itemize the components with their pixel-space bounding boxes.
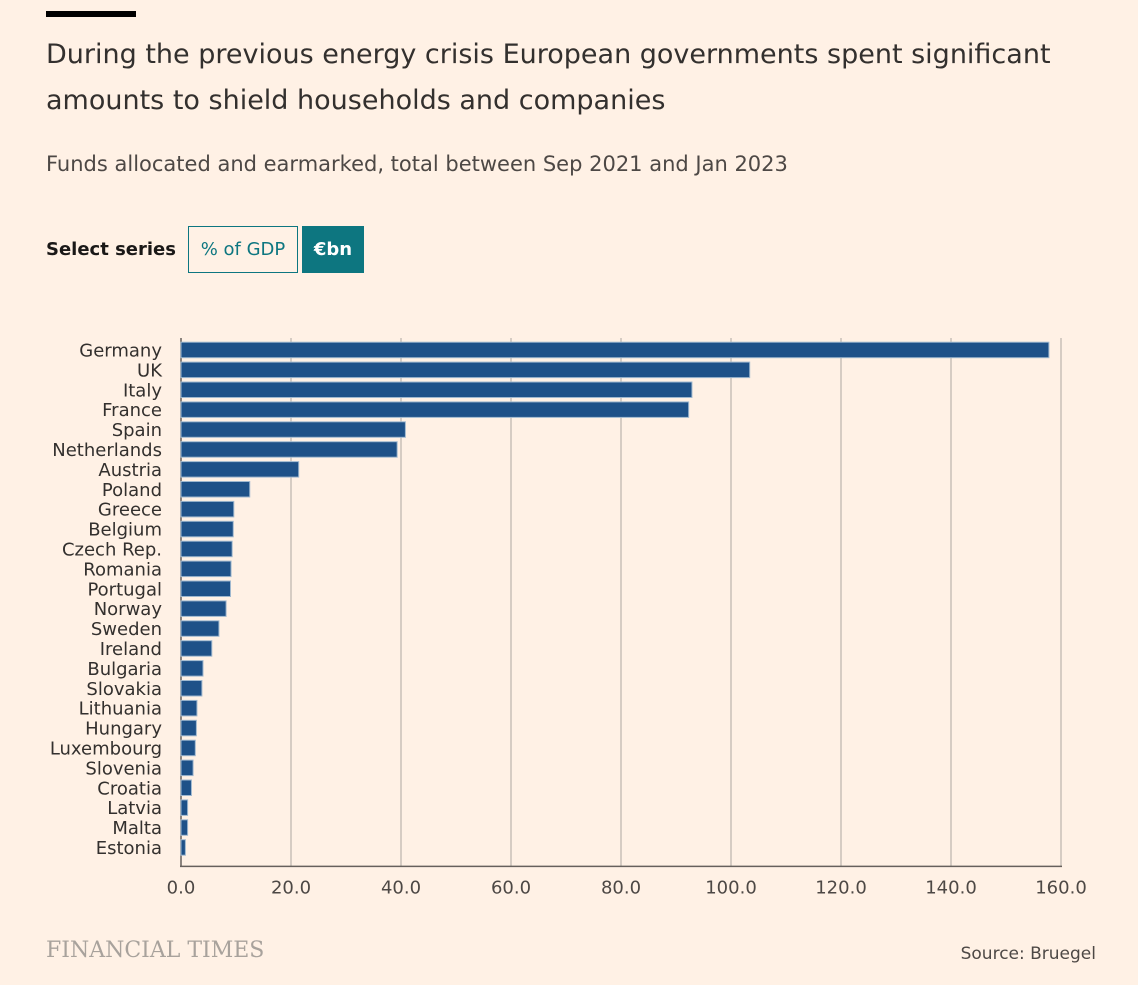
x-tick-label: 40.0: [381, 877, 421, 898]
bar-bulgaria: [180, 660, 204, 677]
bar-hungary: [180, 719, 197, 737]
bar-uk: [180, 361, 751, 379]
source-note: Source: Bruegel: [960, 944, 1096, 964]
bar-belgium: [180, 520, 234, 538]
bar-portugal: [180, 580, 231, 597]
category-label: Poland: [102, 480, 162, 501]
category-label: Portugal: [87, 579, 162, 600]
category-label: Croatia: [97, 778, 162, 799]
category-label: Netherlands: [52, 440, 162, 461]
bar-croatia: [180, 779, 192, 796]
bar-malta: [180, 819, 189, 836]
category-label: Italy: [123, 380, 162, 401]
x-tick-label: 160.0: [1035, 877, 1087, 898]
category-label: Sweden: [91, 619, 162, 640]
bar-germany: [180, 341, 1050, 359]
bar-poland: [180, 481, 251, 498]
category-label: Austria: [98, 460, 162, 481]
ft-logo: FINANCIAL TIMES: [46, 938, 265, 963]
category-label: Slovakia: [86, 679, 162, 700]
bar-czech-rep: [180, 540, 233, 558]
x-tick-labels: 0.0 20.0 40.0 60.0 80.0 100.0 120.0 140.0 160.0: [167, 877, 1087, 898]
category-label: Norway: [94, 599, 163, 620]
x-tick-label: 0.0: [167, 877, 196, 898]
x-tick-label: 20.0: [271, 877, 311, 898]
bar-norway: [180, 600, 227, 617]
bar-netherlands: [180, 441, 398, 458]
category-label: Hungary: [85, 719, 162, 740]
x-tick-label: 60.0: [491, 877, 531, 898]
x-tick-label: 100.0: [705, 877, 757, 898]
bar-slovenia: [180, 759, 194, 777]
bar-luxembourg: [180, 739, 196, 757]
category-label: Slovenia: [85, 758, 162, 779]
category-label: France: [102, 400, 162, 421]
category-label: Estonia: [96, 838, 162, 859]
series-button-pct-gdp[interactable]: % of GDP: [187, 226, 298, 273]
category-label: Romania: [83, 559, 162, 580]
bar-spain: [180, 421, 406, 438]
bar-italy: [180, 381, 693, 398]
bar-slovakia: [180, 680, 203, 697]
category-label: Greece: [98, 500, 162, 521]
bar-greece: [180, 500, 235, 518]
bar-austria: [180, 461, 300, 478]
category-label: Czech Rep.: [62, 539, 162, 560]
series-selector-label: Select series: [46, 239, 176, 260]
bar-chart: GermanyUKItalyFranceSpainNetherlandsAust…: [50, 338, 1087, 898]
x-tick-label: 140.0: [925, 877, 977, 898]
bar-estonia: [180, 839, 186, 856]
category-label: Ireland: [100, 639, 162, 660]
category-label: Malta: [112, 818, 162, 839]
x-tick-label: 120.0: [815, 877, 867, 898]
category-label: Germany: [79, 340, 162, 361]
chart-title: During the previous energy crisis Europe…: [46, 39, 1051, 116]
category-label: Bulgaria: [87, 659, 162, 680]
category-label: Spain: [112, 420, 162, 441]
bars: [180, 341, 1050, 856]
category-label: Lithuania: [79, 699, 162, 720]
category-label: UK: [137, 360, 163, 381]
bar-romania: [180, 560, 232, 578]
x-tick-label: 80.0: [601, 877, 641, 898]
bar-sweden: [180, 620, 220, 637]
category-label: Latvia: [107, 798, 162, 819]
top-rule: [46, 11, 136, 17]
bar-ireland: [180, 640, 213, 657]
chart-subtitle: Funds allocated and earmarked, total bet…: [46, 152, 788, 176]
bar-latvia: [180, 799, 189, 816]
bar-france: [180, 401, 690, 418]
bar-lithuania: [180, 699, 198, 717]
category-label: Luxembourg: [50, 738, 162, 759]
series-button-eur-bn[interactable]: €bn: [301, 226, 364, 273]
category-label: Belgium: [88, 520, 162, 541]
category-labels: GermanyUKItalyFranceSpainNetherlandsAust…: [50, 340, 163, 859]
series-selector: Select series % of GDP €bn: [46, 226, 364, 273]
